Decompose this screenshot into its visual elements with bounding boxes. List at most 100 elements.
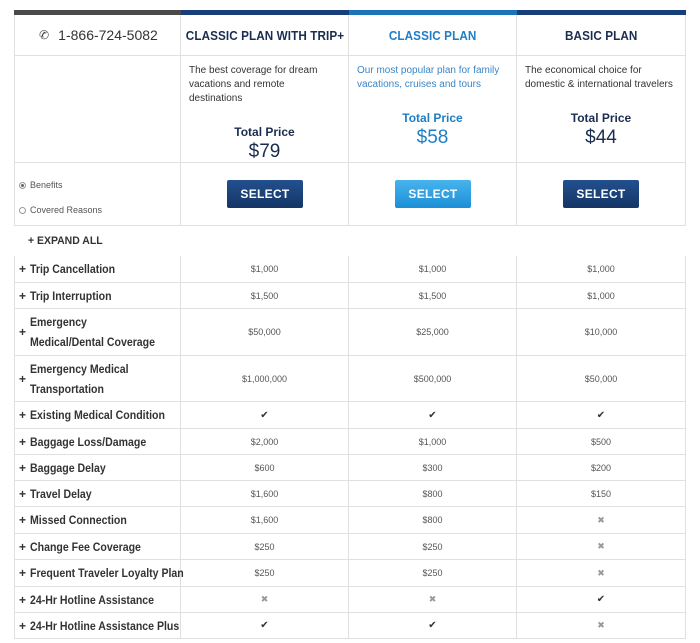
- benefit-label[interactable]: + Emergency Medical/Dental Coverage: [15, 309, 181, 355]
- included-check-icon: ✔: [181, 402, 349, 428]
- not-included-x-icon: ✖: [349, 587, 517, 612]
- benefit-label[interactable]: + Trip Interruption: [15, 283, 181, 308]
- benefit-value: $500,000: [349, 356, 517, 401]
- benefit-value: $800: [349, 507, 517, 533]
- benefit-value: $600: [181, 455, 349, 480]
- benefit-value: $1,000,000: [181, 356, 349, 401]
- benefit-label[interactable]: + Baggage Loss/Damage: [15, 429, 181, 454]
- not-included-x-icon: ✖: [517, 507, 686, 533]
- benefit-label[interactable]: +24-Hr Hotline Assistance Plus: [15, 613, 181, 638]
- expand-plus-icon[interactable]: +: [19, 539, 27, 554]
- desc-spacer-cell: [14, 56, 181, 163]
- benefit-name: Emergency Medical/Dental Coverage: [30, 315, 156, 349]
- benefit-value: $300: [349, 455, 517, 480]
- header-accent-bar: [14, 10, 181, 15]
- expand-plus-icon[interactable]: +: [19, 618, 27, 633]
- expand-plus-icon[interactable]: +: [19, 486, 27, 501]
- benefit-value: $800: [349, 481, 517, 506]
- benefit-label[interactable]: + Trip Cancellation: [15, 256, 181, 282]
- benefit-label[interactable]: + Change Fee Coverage: [15, 534, 181, 559]
- phone-number[interactable]: ✆ 1-866-724-5082: [37, 27, 158, 43]
- expand-plus-icon[interactable]: +: [19, 371, 27, 386]
- benefit-value: $250: [349, 534, 517, 559]
- select-classic-button[interactable]: SELECT: [395, 180, 471, 208]
- benefit-row[interactable]: +24-Hr Hotline Assistance ✖ ✖ ✔: [14, 587, 686, 613]
- benefits-list: + Trip Cancellation $1,000 $1,000 $1,000 + Tri…: [14, 256, 686, 639]
- expand-plus-icon[interactable]: +: [19, 262, 27, 276]
- header-accent-bar: [517, 10, 686, 15]
- benefit-name: Frequent Traveler Loyalty Plan: [30, 566, 184, 580]
- plan-name: CLASSIC PLAN WITH TRIP+: [185, 27, 344, 43]
- benefit-row[interactable]: + Baggage Loss/Damage $2,000 $1,000 $500: [14, 429, 686, 455]
- header-accent-bar: [349, 10, 517, 15]
- radio-benefits[interactable]: Benefits: [19, 180, 63, 190]
- benefit-name: Baggage Loss/Damage: [30, 434, 147, 449]
- total-price-label: Total Price: [234, 125, 295, 139]
- expand-plus-icon[interactable]: +: [19, 513, 27, 527]
- benefit-label[interactable]: + Baggage Delay: [15, 455, 181, 480]
- expand-plus-icon[interactable]: +: [19, 460, 27, 475]
- benefit-value: $1,500: [181, 283, 349, 308]
- expand-plus-icon[interactable]: +: [19, 592, 27, 607]
- benefit-value: $150: [517, 481, 686, 506]
- not-included-x-icon: ✖: [517, 613, 686, 638]
- benefit-row[interactable]: + Emergency Medical/Dental Coverage $50,00…: [14, 309, 686, 356]
- plan-header-basic: BASIC PLAN: [517, 15, 686, 56]
- benefit-value: $2,000: [181, 429, 349, 454]
- plan-comparison-table: ✆ 1-866-724-5082 CLASSIC PLAN WITH TRIP+…: [14, 10, 686, 643]
- benefit-value: $50,000: [517, 356, 686, 401]
- benefit-value: $1,000: [349, 256, 517, 282]
- benefit-name: 24-Hr Hotline Assistance: [30, 592, 155, 607]
- benefit-label[interactable]: +24-Hr Hotline Assistance: [15, 587, 181, 612]
- radio-label: Benefits: [30, 180, 63, 190]
- benefit-name: Emergency Medical Transportation: [30, 361, 129, 396]
- plan-header-classic: CLASSIC PLAN: [349, 15, 517, 56]
- phone-cell: ✆ 1-866-724-5082: [14, 15, 181, 56]
- expand-plus-icon[interactable]: +: [19, 434, 27, 449]
- benefit-row[interactable]: +24-Hr Hotline Assistance Plus ✔ ✔ ✖: [14, 613, 686, 639]
- radio-label: Covered Reasons: [30, 205, 103, 215]
- benefit-row[interactable]: + Trip Interruption $1,500 $1,500 $1,000: [14, 283, 686, 309]
- phone-text: 1-866-724-5082: [58, 27, 158, 43]
- benefit-value: $500: [517, 429, 686, 454]
- radio-selected-icon[interactable]: [19, 181, 26, 189]
- benefit-row[interactable]: + Existing Medical Condition ✔ ✔ ✔: [14, 402, 686, 429]
- included-check-icon: ✔: [181, 613, 349, 638]
- benefit-row[interactable]: + Change Fee Coverage $250 $250 ✖: [14, 534, 686, 560]
- phone-icon: ✆: [38, 27, 51, 43]
- benefit-name: 24-Hr Hotline Assistance Plus: [30, 618, 180, 633]
- benefit-row[interactable]: + Travel Delay $1,600 $800 $150: [14, 481, 686, 507]
- expand-all-toggle[interactable]: + EXPAND ALL: [28, 235, 103, 247]
- expand-plus-icon[interactable]: +: [19, 566, 27, 580]
- benefit-label[interactable]: + Frequent Traveler Loyalty Plan: [15, 560, 184, 586]
- select-cell: SELECT: [181, 163, 349, 226]
- benefit-name: Trip Cancellation: [30, 262, 116, 276]
- select-classic-trip-plus-button[interactable]: SELECT: [227, 180, 303, 208]
- not-included-x-icon: ✖: [517, 560, 686, 586]
- benefit-value: $1,000: [517, 283, 686, 308]
- benefit-value: $1,000: [517, 256, 686, 282]
- benefit-label[interactable]: + Existing Medical Condition: [15, 402, 181, 428]
- benefit-label[interactable]: + Travel Delay: [15, 481, 181, 506]
- not-included-x-icon: ✖: [181, 587, 349, 612]
- select-basic-button[interactable]: SELECT: [563, 180, 639, 208]
- benefit-row[interactable]: + Emergency Medical Transportation $1,000,…: [14, 356, 686, 402]
- benefit-row[interactable]: + Missed Connection $1,600 $800 ✖: [14, 507, 686, 534]
- radio-covered-reasons[interactable]: Covered Reasons: [19, 205, 102, 215]
- select-cell: SELECT: [349, 163, 517, 226]
- expand-plus-icon[interactable]: +: [19, 408, 27, 422]
- benefit-row[interactable]: + Baggage Delay $600 $300 $200: [14, 455, 686, 481]
- plan-description: Our most popular plan for family vacatio…: [357, 65, 500, 90]
- benefit-value: $250: [349, 560, 517, 586]
- benefit-value: $1,600: [181, 481, 349, 506]
- benefit-name: Missed Connection: [30, 513, 127, 527]
- benefit-label[interactable]: + Missed Connection: [15, 507, 181, 533]
- benefit-name: Travel Delay: [30, 486, 92, 501]
- radio-unselected-icon[interactable]: [19, 206, 26, 214]
- benefit-row[interactable]: + Trip Cancellation $1,000 $1,000 $1,000: [14, 256, 686, 283]
- expand-plus-icon[interactable]: +: [19, 288, 27, 303]
- benefit-label[interactable]: + Emergency Medical Transportation: [15, 356, 181, 401]
- expand-plus-icon[interactable]: +: [19, 325, 27, 339]
- benefit-row[interactable]: + Frequent Traveler Loyalty Plan $250 $250 ✖: [14, 560, 686, 587]
- benefit-name: Change Fee Coverage: [30, 539, 141, 554]
